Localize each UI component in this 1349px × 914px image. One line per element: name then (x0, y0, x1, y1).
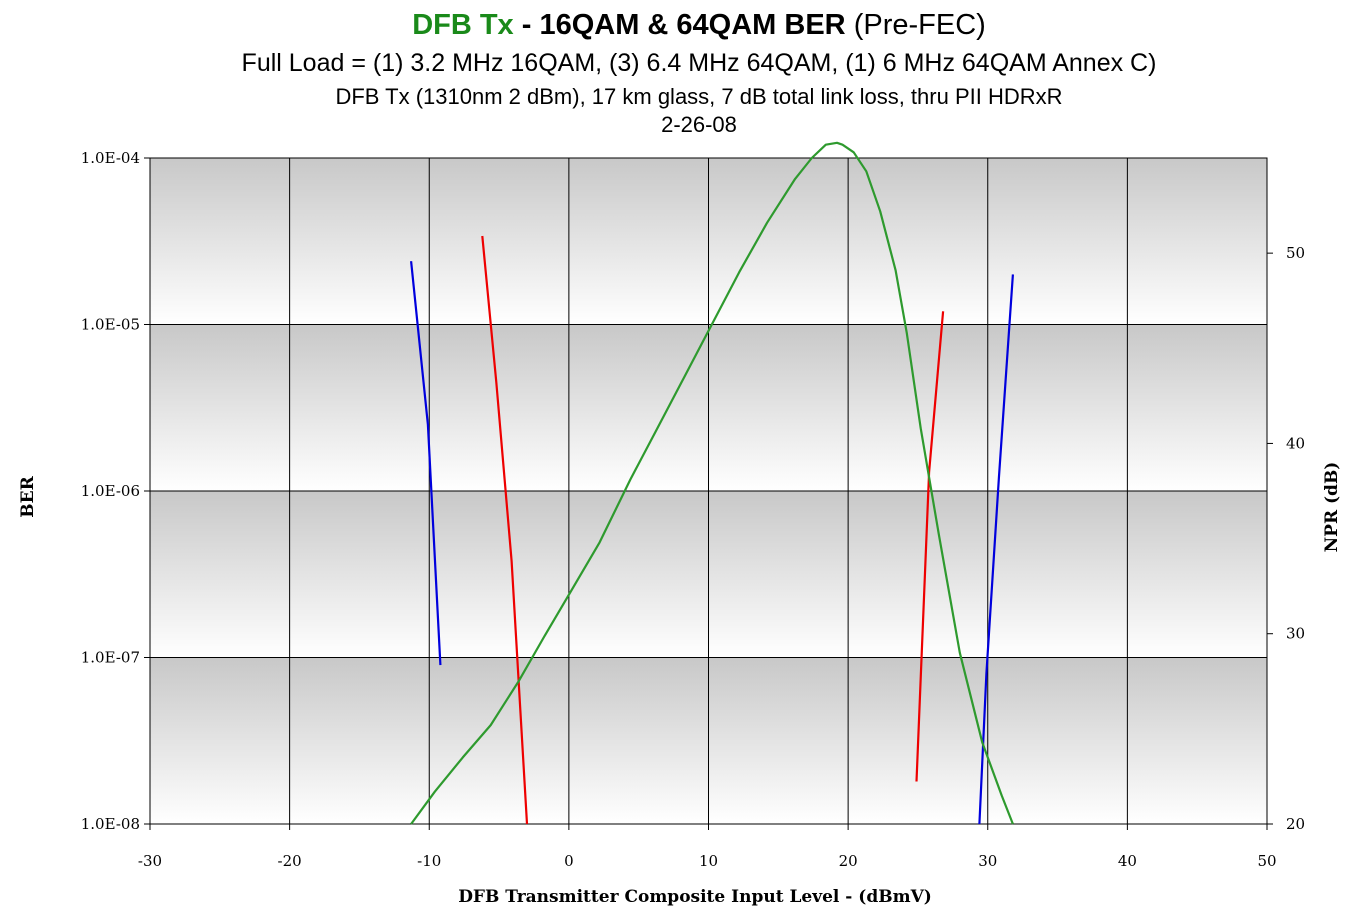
series-line-blue-0 (410, 261, 442, 666)
chart-subtitle-setup: DFB Tx (1310nm 2 dBm), 17 km glass, 7 dB… (335, 84, 1063, 109)
x-tick-label: 10 (699, 852, 718, 870)
chart-subtitle-load: Full Load = (1) 3.2 MHz 16QAM, (3) 6.4 M… (241, 49, 1157, 77)
x-axis-label: DFB Transmitter Composite Input Level - … (458, 887, 932, 907)
y-axis-right: 50 40 30 20 (1267, 244, 1305, 833)
y-tick-label: 1.0E-06 (81, 482, 140, 500)
x-tick-label: 30 (978, 852, 997, 870)
x-tick-label: 50 (1257, 852, 1276, 870)
x-tick-label: -20 (278, 852, 302, 870)
y2-tick-label: 50 (1286, 244, 1305, 262)
y-tick-label: 1.0E-04 (81, 149, 140, 167)
x-tick-label: -30 (138, 852, 162, 870)
chart-title: DFB Tx - 16QAM & 64QAM BER (Pre-FEC) (0, 8, 1349, 42)
chart-title-bold: - 16QAM & 64QAM BER (513, 9, 846, 41)
x-tick-label: -10 (417, 852, 441, 870)
y2-tick-label: 40 (1286, 434, 1305, 452)
chart-title-plain: (Pre-FEC) (845, 9, 986, 41)
x-tick-label: 20 (839, 852, 858, 870)
y-axis-left: 1.0E-04 1.0E-05 1.0E-06 1.0E-07 1.0E-08 (81, 149, 150, 833)
y-tick-label: 1.0E-07 (81, 649, 140, 667)
y-axis-label: BER (18, 475, 38, 517)
series-line-blue-3 (978, 274, 1014, 825)
grid-lines (150, 158, 1267, 824)
x-tick-label: 40 (1118, 852, 1137, 870)
x-tick-label: 0 (564, 852, 574, 870)
y2-axis-label: NPR (dB) (1322, 462, 1342, 553)
y-tick-label: 1.0E-08 (81, 815, 140, 833)
x-axis: -30 -20 -10 0 10 20 30 40 50 (138, 824, 1277, 870)
y2-tick-label: 20 (1286, 815, 1305, 833)
chart-title-green: DFB Tx (412, 9, 514, 41)
series-line-red-1 (481, 235, 529, 825)
series-line-green-4 (410, 141, 1014, 825)
series-group (410, 141, 1014, 825)
y-tick-label: 1.0E-05 (81, 316, 140, 334)
chart-date: 2-26-08 (661, 112, 737, 137)
y2-tick-label: 30 (1286, 625, 1305, 643)
